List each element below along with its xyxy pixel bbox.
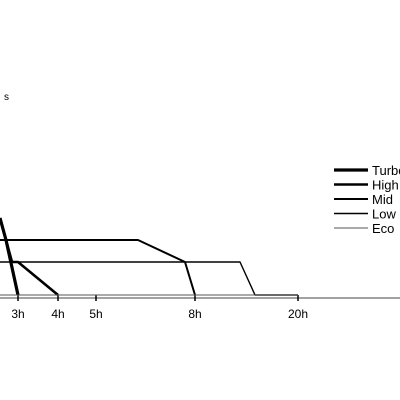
legend: TurboHighMidLowEco [334,163,400,236]
legend-label-low: Low [372,207,396,222]
x-tick-label: 3h [11,307,24,321]
x-ticks: 3h 4h 5h 8h 20h [11,295,308,321]
series-line-low [0,261,298,296]
x-tick-label: 5h [89,307,102,321]
legend-label-eco: Eco [372,221,394,236]
x-tick-label: 4h [51,307,64,321]
series-line-mid [0,239,196,296]
series-lines [0,217,298,297]
x-tick-label: 8h [188,307,201,321]
legend-label-mid: Mid [372,192,393,207]
legend-label-high: High [372,178,399,193]
legend-label-turbo: Turbo [372,163,400,178]
y-axis-label: s [4,92,9,103]
x-tick-label: 20h [288,307,308,321]
